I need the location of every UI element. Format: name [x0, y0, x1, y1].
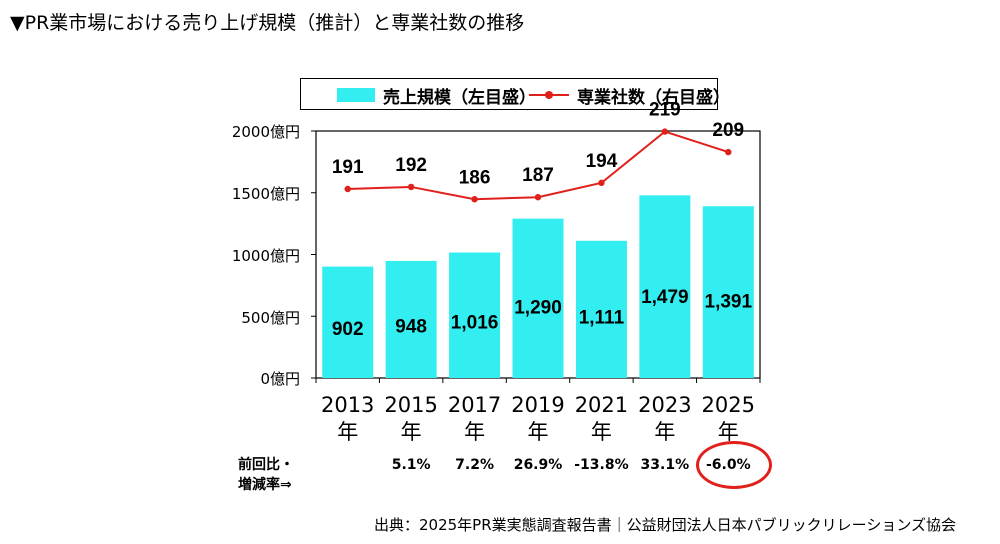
- change-rate-value: 7.2%: [455, 457, 494, 473]
- bar: [512, 218, 564, 378]
- line-marker: [661, 128, 669, 135]
- legend-line-label: 専業社数（右目盛）: [577, 88, 730, 108]
- bar: [702, 206, 754, 378]
- x-tick-suffix: 年: [527, 420, 549, 444]
- x-tick-label: 2023 年: [630, 392, 700, 446]
- line-data-label: 191: [332, 157, 364, 178]
- change-rate-value: 26.9%: [513, 457, 563, 473]
- line-data-label: 192: [395, 155, 427, 176]
- change-rate-label: 前回比・ 増減率⇒: [238, 457, 294, 493]
- x-tick-year: 2013: [320, 393, 375, 417]
- x-tick-label: 2019 年: [503, 392, 573, 446]
- chart-title: ▼PR業市場における売り上げ規模（推計）と専業社数の推移: [10, 12, 525, 34]
- y-tick-label: 1500億円: [231, 185, 300, 203]
- line-data-label: 219: [649, 100, 681, 121]
- x-tick-suffix: 年: [590, 420, 612, 444]
- bar-data-label: 1,391: [705, 292, 753, 313]
- highlight-circle: [696, 441, 772, 489]
- line-data-label: 209: [712, 120, 744, 141]
- x-tick-label: 2015 年: [376, 392, 446, 446]
- line-marker: [534, 194, 542, 201]
- x-tick-label: 2021 年: [566, 392, 636, 446]
- bar: [385, 260, 437, 378]
- x-tick-year: 2021: [574, 393, 629, 417]
- y-tick-label: 500億円: [241, 309, 300, 327]
- x-tick-year: 2015: [384, 393, 438, 417]
- x-tick-suffix: 年: [400, 420, 422, 444]
- x-tick-label: 2025 年: [693, 392, 763, 446]
- x-tick-label: 2013 年: [313, 392, 383, 446]
- line-marker: [344, 185, 351, 193]
- bar: [449, 252, 501, 378]
- legend-line-marker: [545, 91, 553, 99]
- line-marker: [725, 148, 732, 156]
- change-rate-value: -13.8%: [574, 457, 629, 473]
- x-tick-suffix: 年: [717, 420, 739, 444]
- x-tick-year: 2025: [701, 393, 755, 417]
- x-tick-label: 2017 年: [440, 392, 510, 446]
- x-tick-year: 2023: [638, 393, 692, 417]
- x-tick-year: 2019: [511, 393, 565, 417]
- line-data-label: 187: [522, 165, 554, 186]
- bar-data-label: 902: [332, 319, 364, 340]
- legend-bar-label: 売上規模（左目盛）: [383, 88, 536, 108]
- line-marker: [598, 179, 605, 187]
- line-data-label: 194: [586, 151, 618, 172]
- bar-data-label: 1,111: [579, 307, 625, 328]
- legend: 売上規模（左目盛） 専業社数（右目盛）: [300, 78, 730, 110]
- change-rate-value: 5.1%: [391, 457, 431, 473]
- y-tick-label: 0億円: [260, 370, 300, 388]
- legend-bar-swatch: [337, 88, 375, 102]
- bar-data-label: 1,479: [641, 287, 689, 308]
- bar: [322, 266, 374, 378]
- x-tick-suffix: 年: [337, 420, 359, 444]
- line-data-label: 186: [459, 167, 491, 188]
- bar-data-label: 948: [395, 316, 427, 337]
- bar: [575, 240, 627, 378]
- line-marker: [471, 196, 478, 203]
- change-rate-value: 33.1%: [640, 457, 690, 473]
- source-note: 出典：2025年PR業実態調査報告書｜公益財団法人日本パブリックリレーションズ協…: [374, 516, 957, 534]
- x-tick-suffix: 年: [654, 420, 676, 444]
- x-tick-year: 2017: [447, 393, 502, 417]
- x-tick-suffix: 年: [464, 420, 486, 444]
- y-tick-label: 2000億円: [231, 123, 300, 141]
- line-marker: [407, 183, 415, 191]
- bar: [639, 195, 691, 378]
- bar-data-label: 1,016: [451, 313, 499, 334]
- bar-data-label: 1,290: [514, 297, 562, 318]
- y-tick-label: 1000億円: [231, 247, 300, 265]
